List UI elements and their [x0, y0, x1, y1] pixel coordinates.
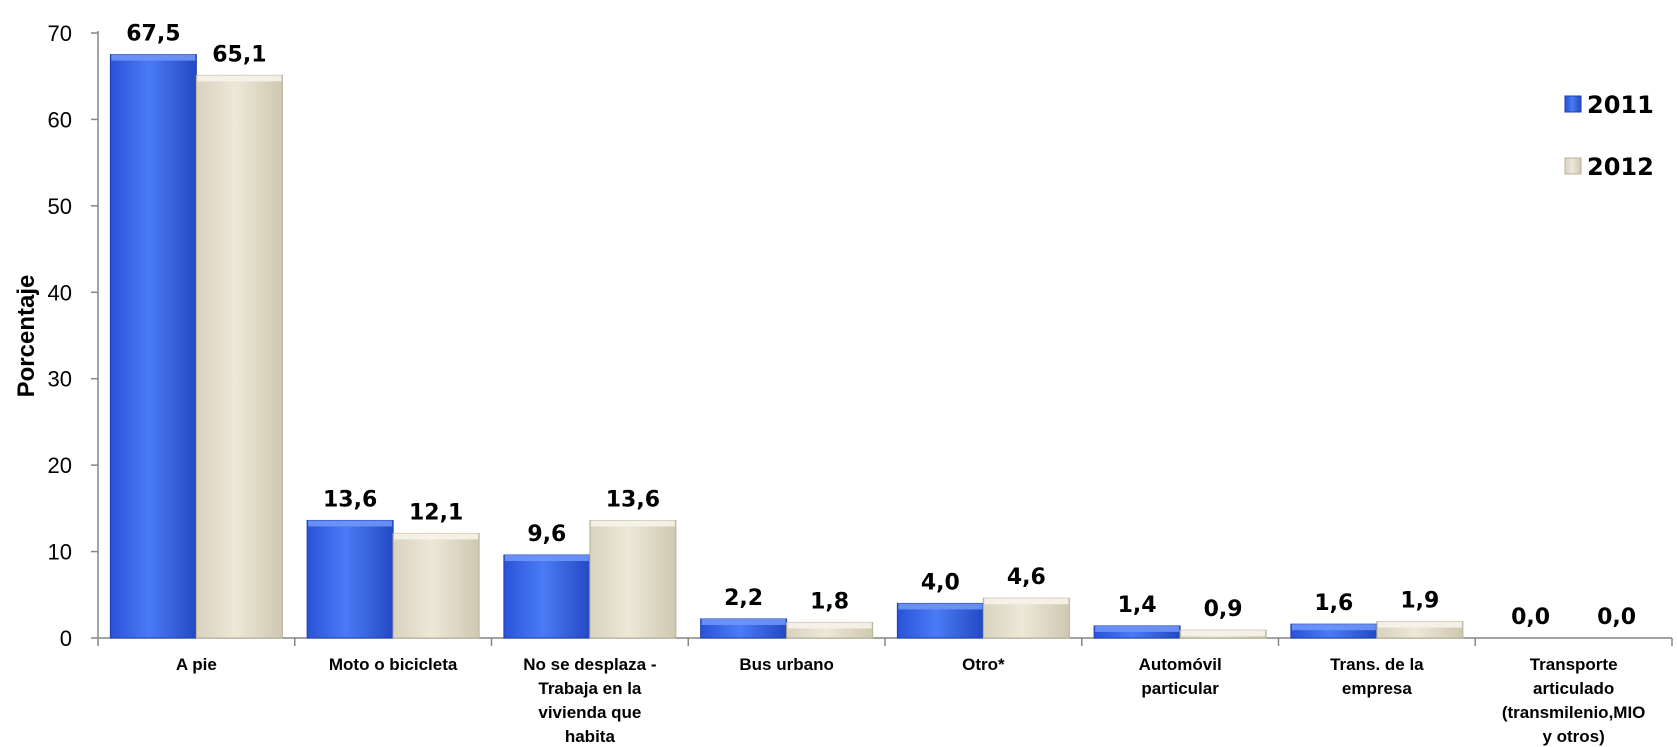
x-category-label-line: vivienda que — [538, 703, 641, 722]
bar-top-2012-1 — [394, 533, 479, 540]
y-tick-label: 20 — [48, 453, 72, 478]
value-label-2011-1: 13,6 — [323, 487, 377, 512]
x-category-label-line: No se desplaza - — [523, 655, 656, 674]
bar-top-2012-0 — [197, 75, 282, 82]
bar-top-2012-6 — [1377, 621, 1462, 628]
value-label-2012-7: 0,0 — [1597, 605, 1636, 630]
value-label-2011-7: 0,0 — [1511, 605, 1550, 630]
x-category-label-line: (transmilenio,MIO — [1502, 703, 1646, 722]
legend: 2011 2012 — [1564, 91, 1654, 181]
value-label-2012-2: 13,6 — [606, 487, 660, 512]
legend-label-2012: 2012 — [1587, 153, 1654, 181]
bar-top-2011-0 — [111, 54, 196, 61]
bars — [109, 54, 1464, 639]
value-label-2011-3: 2,2 — [724, 586, 763, 611]
bar-top-2012-3 — [787, 622, 872, 629]
x-category-label: Automóvil particular — [1139, 655, 1222, 698]
y-tick-label: 40 — [48, 280, 72, 305]
bar-2011-1 — [306, 519, 394, 639]
y-tick-label: 10 — [48, 540, 72, 565]
bar-2012-2 — [589, 519, 677, 639]
bar-2011-2 — [503, 554, 591, 639]
x-category-label-line: y otros) — [1542, 727, 1604, 746]
bar-2012-1 — [392, 532, 480, 639]
bar-top-2012-2 — [590, 520, 675, 527]
x-category-label-line: Otro* — [962, 655, 1005, 674]
y-tick-label: 30 — [48, 367, 72, 392]
legend-swatch-2011 — [1564, 95, 1582, 113]
value-label-2012-1: 12,1 — [409, 500, 463, 525]
x-category-label: Otro* — [962, 655, 1005, 674]
x-category-label: A pie — [176, 655, 217, 674]
value-label-2012-6: 1,9 — [1400, 589, 1439, 614]
x-category-label: Moto o bicicleta — [329, 655, 458, 674]
value-label-2012-0: 65,1 — [212, 42, 266, 67]
bar-top-2011-5 — [1095, 625, 1180, 632]
x-category-label: Transporte articulado (transmilenio,MIO y o… — [1502, 655, 1646, 746]
x-category-label-line: particular — [1141, 679, 1219, 698]
value-label-2012-5: 0,9 — [1204, 597, 1243, 622]
x-category-label-line: Moto o bicicleta — [329, 655, 458, 674]
x-category-label: No se desplaza - Trabaja en la vivienda qu… — [523, 655, 656, 746]
x-category-label-line: Bus urbano — [739, 655, 833, 674]
x-category-label-line: Automóvil — [1139, 655, 1222, 674]
y-axis-title: Porcentaje — [13, 275, 40, 398]
value-label-2012-3: 1,8 — [810, 589, 849, 614]
x-category-label-line: empresa — [1342, 679, 1412, 698]
x-category-label: Trans. de la empresa — [1330, 655, 1424, 698]
bar-2011-0 — [109, 54, 197, 639]
y-tick-label: 0 — [60, 626, 72, 651]
bar-2012-0 — [195, 74, 283, 639]
bar-top-2011-1 — [308, 520, 393, 527]
value-label-2011-0: 67,5 — [126, 22, 180, 47]
value-label-2011-2: 9,6 — [527, 522, 566, 547]
value-label-2011-5: 1,4 — [1118, 593, 1157, 618]
bar-top-2011-6 — [1291, 624, 1376, 631]
x-category-label: Bus urbano — [739, 655, 833, 674]
x-category-label-line: A pie — [176, 655, 217, 674]
y-tick-label: 50 — [48, 194, 72, 219]
bar-top-2012-4 — [984, 598, 1069, 605]
bar-top-2011-4 — [898, 603, 983, 610]
x-category-label-line: Trabaja en la — [538, 679, 642, 698]
x-category-label-line: Trans. de la — [1330, 655, 1424, 674]
bar-top-2012-5 — [1181, 630, 1266, 637]
y-tick-label: 60 — [48, 107, 72, 132]
x-category-label-line: articulado — [1533, 679, 1614, 698]
legend-swatch-2012 — [1564, 157, 1582, 175]
x-category-label-line: habita — [565, 727, 616, 746]
x-category-label-line: Transporte — [1530, 655, 1618, 674]
value-label-2012-4: 4,6 — [1007, 565, 1046, 590]
value-label-2011-4: 4,0 — [921, 570, 960, 595]
value-label-2011-6: 1,6 — [1314, 591, 1353, 616]
legend-label-2011: 2011 — [1587, 91, 1654, 119]
y-tick-label: 70 — [48, 21, 72, 46]
bar-top-2011-3 — [701, 618, 786, 625]
bar-top-2011-2 — [504, 555, 589, 562]
labels: A pie Moto o bicicleta No se desplaza - Tra… — [126, 22, 1645, 746]
